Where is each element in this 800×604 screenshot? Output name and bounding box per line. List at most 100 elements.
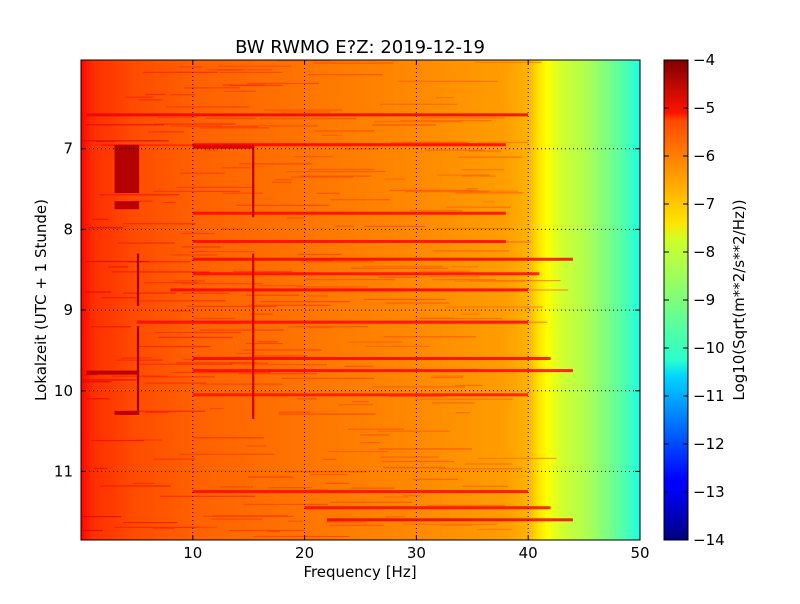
frequency-column — [198, 60, 202, 540]
horizontal-band — [170, 288, 529, 292]
noise-streak — [326, 521, 368, 523]
y-tick-label: 10 — [54, 382, 73, 400]
frequency-column — [307, 60, 311, 540]
noise-streak — [86, 124, 165, 126]
frequency-column — [190, 60, 194, 540]
noise-streak — [303, 278, 396, 281]
noise-streak — [428, 275, 480, 278]
noise-streak — [181, 292, 230, 294]
noise-streak — [458, 156, 523, 158]
noise-streak — [288, 326, 368, 328]
frequency-column — [237, 60, 241, 540]
noise-streak — [268, 487, 312, 489]
frequency-column — [145, 60, 149, 540]
frequency-column — [514, 60, 518, 540]
noise-streak — [390, 142, 470, 144]
frequency-column — [282, 60, 286, 540]
noise-streak — [334, 225, 355, 227]
noise-streak — [252, 535, 350, 538]
noise-streak — [409, 209, 463, 212]
noise-streak — [364, 225, 426, 227]
noise-streak — [250, 313, 273, 315]
noise-streak — [440, 524, 473, 526]
noise-streak — [86, 398, 110, 400]
frequency-column — [477, 60, 482, 540]
frequency-column — [318, 60, 322, 540]
frequency-column — [491, 60, 496, 540]
noise-streak — [297, 253, 342, 256]
colorbar-ticks: −4 −5 −6 −7 −8 −9 −10 −11 −12 −13 −14 — [664, 51, 725, 549]
noise-streak — [166, 106, 250, 108]
frequency-column — [122, 60, 127, 540]
frequency-column — [360, 60, 364, 540]
frequency-column — [533, 60, 538, 540]
noise-streak — [115, 359, 164, 361]
noise-streak — [446, 206, 512, 208]
noise-streak — [402, 523, 497, 525]
noise-streak — [455, 384, 483, 387]
frequency-column — [108, 60, 113, 540]
frequency-column — [530, 60, 535, 540]
frequency-column — [92, 60, 96, 540]
horizontal-band — [192, 369, 573, 373]
frequency-column — [89, 60, 93, 540]
frequency-column — [220, 60, 225, 540]
horizontal-band — [86, 113, 529, 117]
frequency-column — [547, 60, 552, 540]
frequency-column — [259, 60, 264, 540]
noise-streak — [350, 267, 448, 269]
noise-streak — [464, 463, 513, 465]
noise-streak — [482, 201, 496, 203]
noise-streak — [476, 528, 512, 531]
noise-streak — [236, 204, 329, 206]
frequency-column — [273, 60, 278, 540]
frequency-column — [340, 60, 345, 540]
frequency-column — [475, 60, 479, 540]
frequency-column — [86, 60, 90, 540]
noise-streak — [455, 192, 524, 194]
colorbar-tick-label: −10 — [693, 339, 725, 357]
frequency-column — [184, 60, 188, 540]
event-features — [86, 144, 255, 419]
plot-area: 10 20 30 40 50 7 8 9 10 11 — [54, 59, 650, 562]
noise-streak — [310, 473, 348, 476]
noise-streak — [309, 327, 332, 329]
noise-streak — [330, 501, 413, 503]
noise-streak — [344, 365, 374, 367]
plot-frame — [80, 59, 641, 541]
noise-streak — [211, 518, 263, 520]
noise-streak — [308, 168, 375, 171]
noise-streak — [139, 363, 233, 365]
y-tick-label: 8 — [63, 220, 73, 238]
noise-streak — [96, 140, 115, 143]
frequency-column — [150, 60, 155, 540]
frequency-column — [254, 60, 258, 540]
noise-streak — [286, 217, 305, 219]
frequency-column — [544, 60, 549, 540]
noise-streak — [405, 191, 489, 193]
horizontal-band — [192, 490, 529, 494]
frequency-column — [617, 60, 622, 540]
frequency-column — [142, 60, 146, 540]
noise-streak — [144, 282, 199, 284]
frequency-column — [111, 60, 116, 540]
frequency-column — [346, 60, 350, 540]
noise-streak — [82, 140, 169, 142]
frequency-column — [519, 60, 524, 540]
colorbar-tick-label: −5 — [693, 99, 715, 117]
noise-streak — [384, 178, 406, 180]
noise-streak — [93, 467, 108, 470]
noise-streak — [239, 163, 312, 165]
frequency-column — [226, 60, 230, 540]
noise-streak — [275, 179, 293, 181]
frequency-column — [326, 60, 331, 540]
frequency-column — [234, 60, 239, 540]
noise-streak — [222, 192, 263, 194]
frequency-column — [265, 60, 269, 540]
frequency-column — [310, 60, 314, 540]
frequency-column — [167, 60, 172, 540]
frequency-column — [231, 60, 236, 540]
frequency-column — [584, 60, 588, 540]
